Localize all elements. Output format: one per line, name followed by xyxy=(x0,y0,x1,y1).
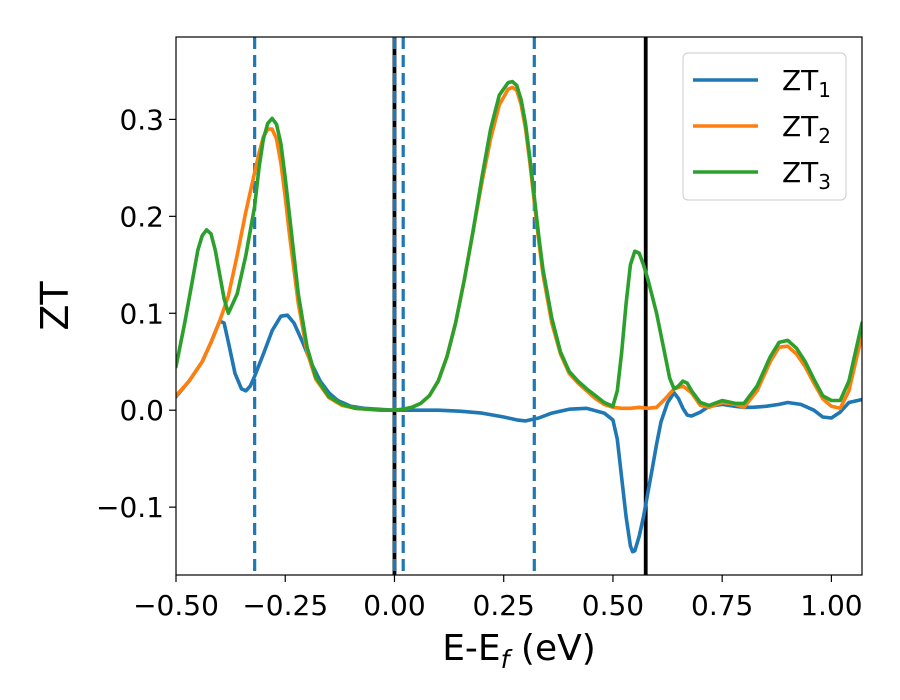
legend-label-3: ZT3 xyxy=(782,156,831,194)
y-tick-label: 0.2 xyxy=(119,200,164,233)
y-axis-title: ZT xyxy=(33,281,77,331)
legend-box xyxy=(682,52,847,201)
legend-label-2: ZT2 xyxy=(782,110,831,148)
reference-lines xyxy=(253,37,648,575)
x-tick-label: 0.00 xyxy=(363,589,425,622)
y-tick-label: 0.3 xyxy=(119,103,164,136)
x-tick-label: −0.50 xyxy=(133,589,219,622)
series-line-1 xyxy=(176,313,862,554)
x-tick-label: 1.00 xyxy=(800,589,862,622)
y-tick-label: −0.1 xyxy=(96,491,164,524)
series-line-3 xyxy=(176,79,862,412)
y-axis-ticks: −0.1 0.0 0.1 0.2 0.3 xyxy=(96,103,176,524)
y-tick-label: 0.0 xyxy=(119,394,164,427)
x-axis-title: E-Ef (eV) xyxy=(442,628,596,674)
legend: ZT1 ZT2 ZT3 xyxy=(682,52,847,201)
legend-label-1: ZT1 xyxy=(782,64,831,102)
x-axis-ticks: −0.50 −0.25 0.00 0.25 0.50 0.75 1.00 xyxy=(133,575,863,622)
x-tick-label: −0.25 xyxy=(242,589,328,622)
x-axis-title-unit: (eV) xyxy=(509,628,595,669)
x-tick-label: 0.75 xyxy=(691,589,753,622)
y-tick-label: 0.1 xyxy=(119,297,164,330)
plot-frame xyxy=(175,36,863,576)
series-lines xyxy=(176,79,862,554)
x-tick-label: 0.50 xyxy=(582,589,644,622)
x-tick-label: 0.25 xyxy=(473,589,535,622)
